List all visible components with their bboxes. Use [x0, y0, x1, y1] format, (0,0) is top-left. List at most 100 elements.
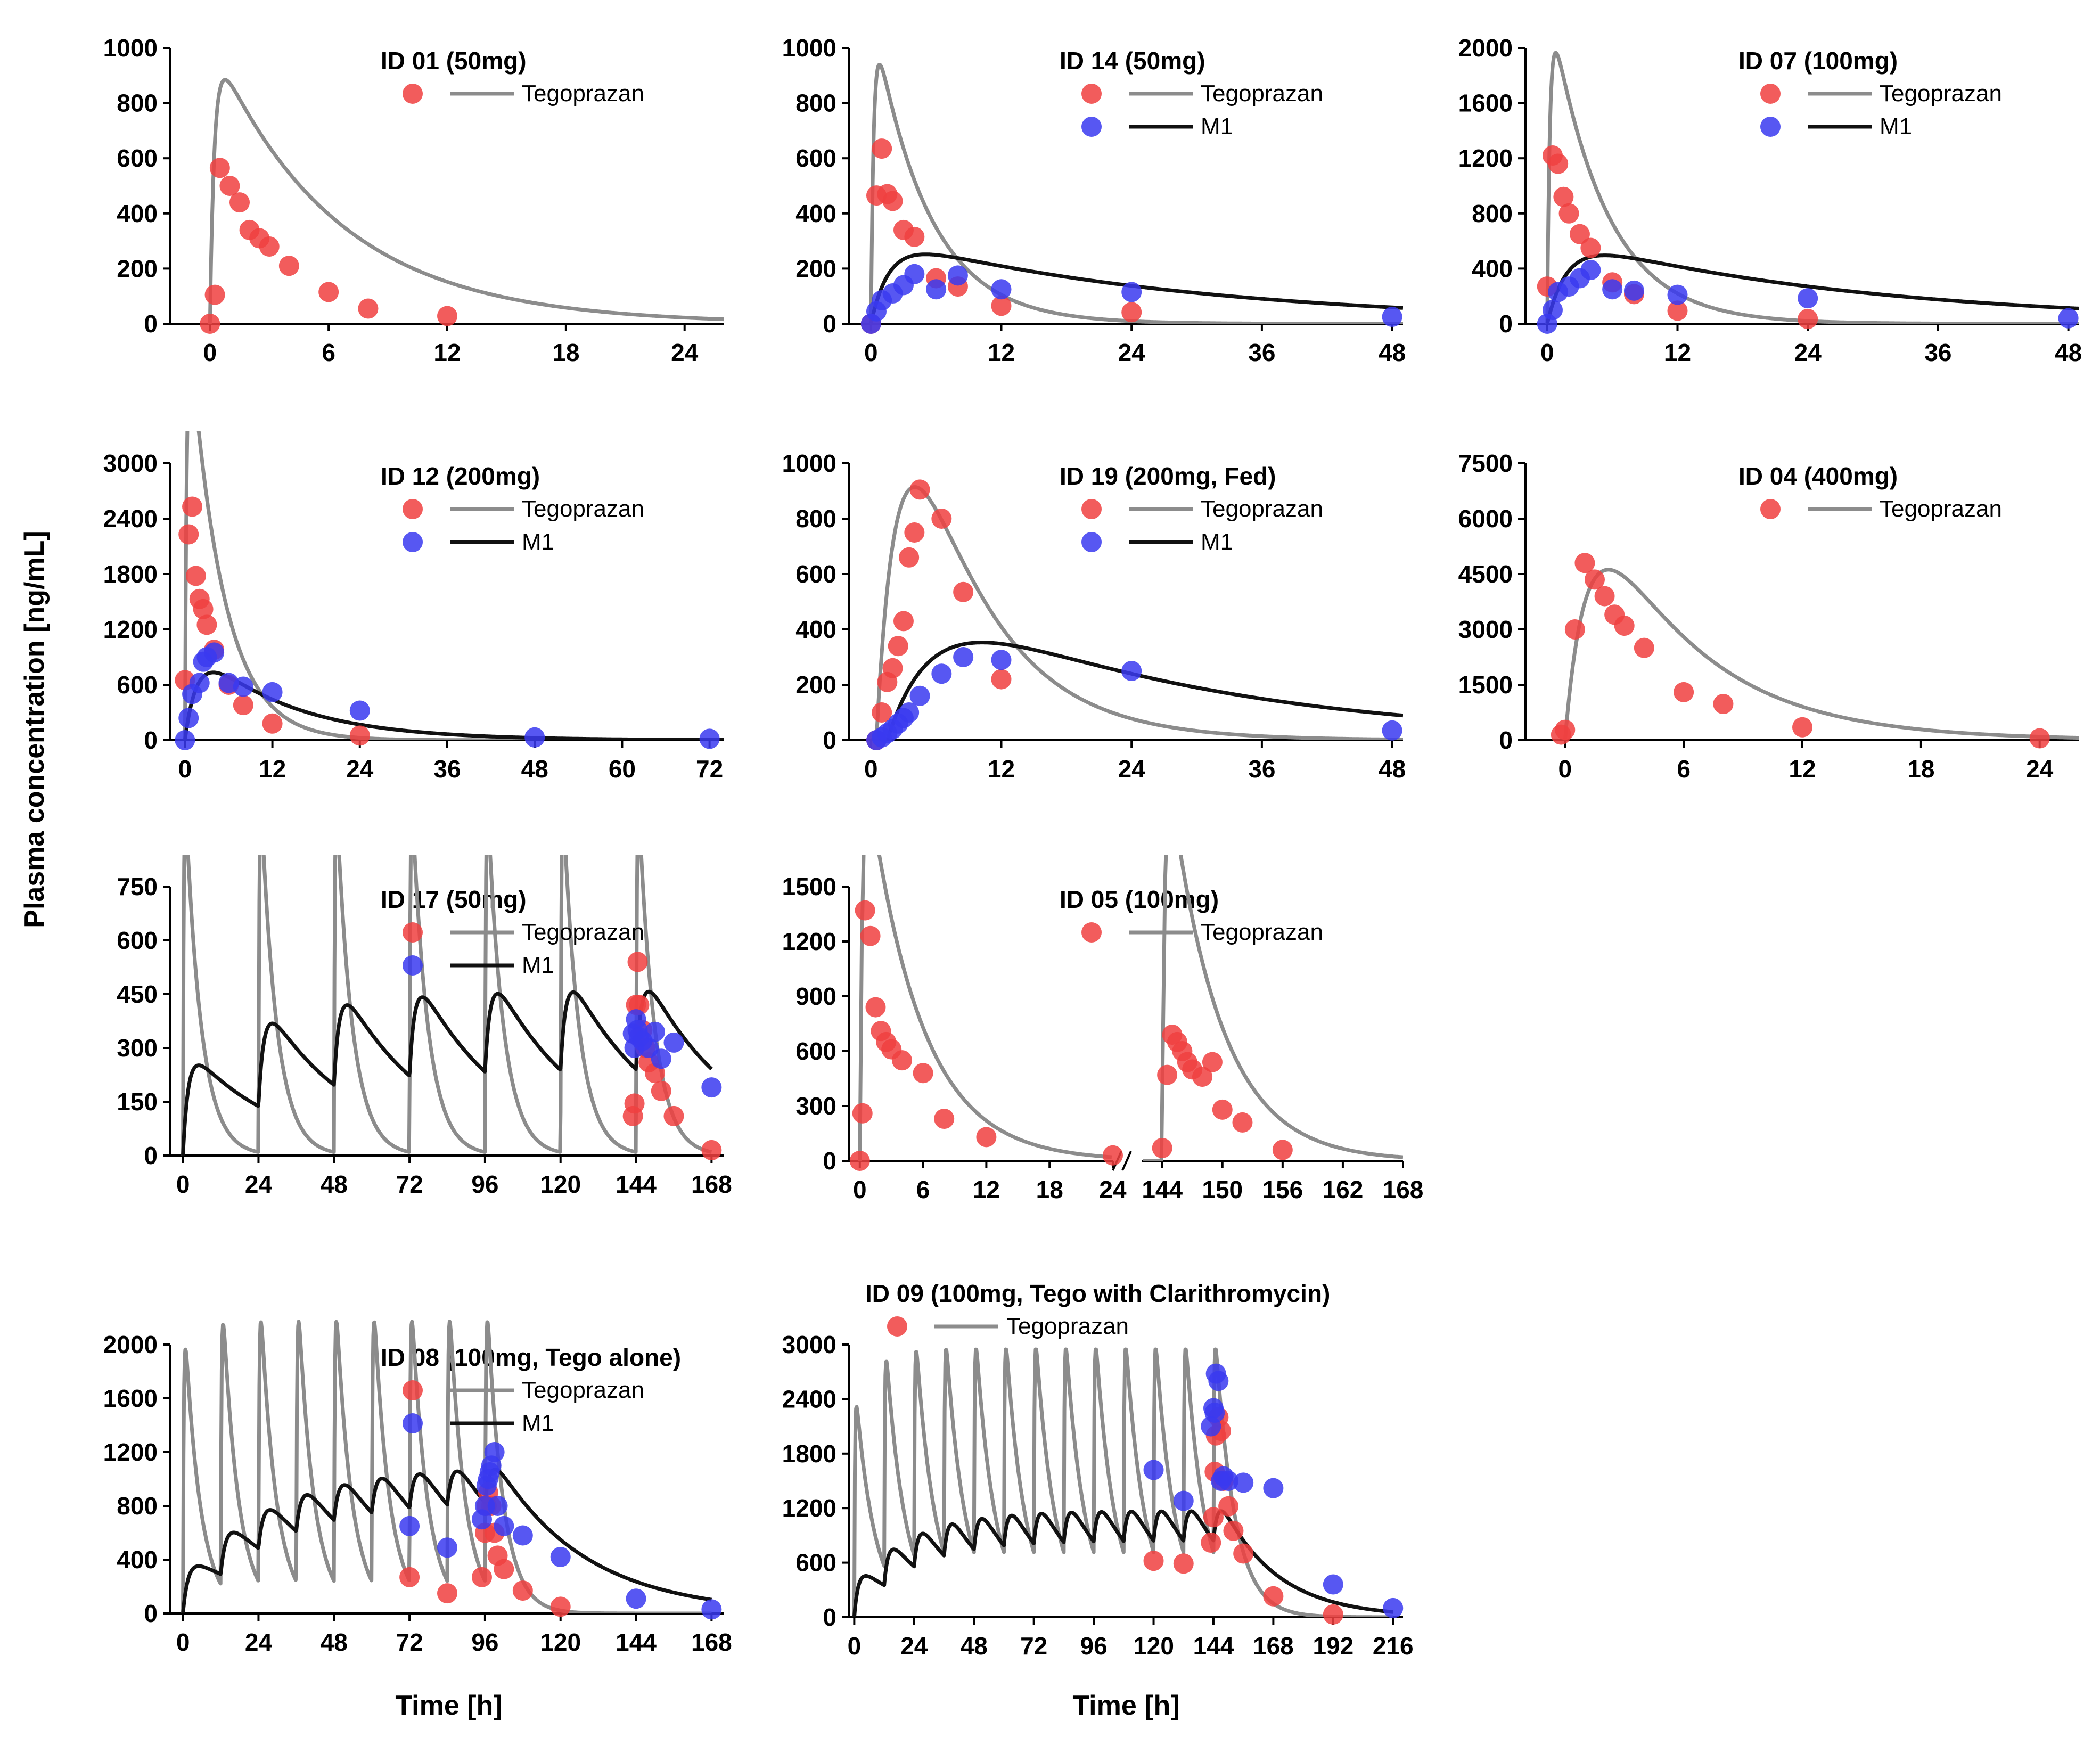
x-tick-label: 48	[1379, 339, 1406, 366]
y-tick-label: 400	[117, 200, 158, 227]
model-line-m1	[869, 641, 1403, 740]
obs-point-tegoprazan	[865, 997, 886, 1018]
obs-point-tegoprazan	[1157, 1064, 1178, 1085]
y-tick-label: 600	[117, 144, 158, 172]
y-tick-label: 0	[144, 1142, 158, 1169]
x-tick-label: 12	[988, 339, 1015, 366]
obs-point-tegoprazan	[259, 236, 280, 257]
x-tick-label: 72	[396, 1628, 423, 1656]
obs-point-tegoprazan	[1232, 1112, 1253, 1133]
x-tick-label: 144	[1193, 1632, 1234, 1660]
x-tick-label: 0	[864, 755, 878, 783]
obs-point-tegoprazan	[1272, 1140, 1293, 1160]
model-line-tegoprazan	[869, 485, 1403, 740]
y-tick-label: 2400	[103, 505, 158, 532]
obs-point-m1	[1218, 1471, 1239, 1491]
obs-point-tegoprazan	[701, 1140, 722, 1160]
x-tick-label: 12	[973, 1176, 1000, 1203]
legend-label: M1	[522, 529, 554, 555]
obs-point-m1	[1382, 307, 1402, 327]
y-tick-label: 600	[795, 1549, 836, 1577]
x-tick-label: 48	[1379, 755, 1406, 783]
x-tick-label: 48	[321, 1170, 348, 1198]
x-tick-label: 6	[916, 1176, 930, 1203]
x-tick-label: 120	[1133, 1632, 1174, 1660]
x-tick-label: 24	[671, 339, 699, 366]
obs-point-tegoprazan	[663, 1105, 684, 1126]
model-line-tegoprazan	[852, 1347, 1394, 1617]
y-tick-label: 1600	[103, 1384, 158, 1412]
y-tick-label: 400	[795, 616, 836, 643]
obs-point-tegoprazan	[1202, 1052, 1223, 1072]
obs-point-tegoprazan	[1634, 637, 1654, 658]
obs-point-tegoprazan	[909, 479, 930, 500]
y-tick-label: 600	[117, 671, 158, 699]
model-line-tegoprazan	[208, 78, 724, 324]
obs-point-m1	[349, 700, 370, 721]
legend-marker	[403, 1413, 423, 1433]
obs-point-m1	[262, 682, 283, 702]
legend-label: M1	[1880, 113, 1912, 140]
panel-p4: 0 600 1200 1800 2400 3000 0 12 24 36 48 60 72 ID 12 (…	[103, 431, 724, 783]
obs-point-tegoprazan	[882, 658, 903, 678]
y-tick-label: 1200	[782, 1494, 836, 1522]
x-tick-label: 0	[203, 339, 217, 366]
obs-point-tegoprazan	[196, 614, 217, 635]
obs-point-tegoprazan	[1223, 1520, 1244, 1541]
plot-area-p1	[208, 78, 724, 324]
x-tick-label: 36	[1248, 339, 1275, 366]
plot-area-p7	[181, 855, 713, 1156]
obs-point-tegoprazan	[1143, 1551, 1164, 1571]
obs-point-tegoprazan	[1121, 302, 1142, 323]
obs-point-m1	[550, 1546, 571, 1567]
legend-marker	[1081, 922, 1102, 943]
x-tick-label: 24	[1118, 755, 1146, 783]
panel-title: ID 01 (50mg)	[381, 47, 527, 75]
obs-point-tegoprazan	[1203, 1507, 1224, 1528]
panel-title: ID 17 (50mg)	[381, 886, 527, 913]
plot-area-p5	[869, 485, 1403, 740]
axis-break-mark	[1121, 1151, 1132, 1171]
legend-label: M1	[522, 952, 554, 978]
panel-title: ID 05 (100mg)	[1060, 886, 1219, 913]
y-tick-label: 0	[144, 726, 158, 754]
y-tick-label: 600	[795, 1037, 836, 1065]
model-line-m1	[852, 1509, 1394, 1617]
y-tick-label: 300	[795, 1092, 836, 1120]
obs-point-tegoprazan	[262, 713, 283, 734]
x-tick-label: 48	[2055, 339, 2082, 366]
obs-point-tegoprazan	[318, 282, 339, 302]
panel-p7: 0 150 300 450 600 750 0 24 48 72 96 120 144 168 ID 17 …	[117, 855, 732, 1198]
obs-point-tegoprazan	[953, 581, 974, 602]
y-tick-label: 3000	[1458, 616, 1513, 643]
legend-label: Tegoprazan	[1880, 80, 2002, 106]
x-tick-label: 24	[2026, 755, 2054, 783]
x-tick-label: 72	[1020, 1632, 1047, 1660]
obs-point-tegoprazan	[2029, 728, 2050, 749]
obs-point-tegoprazan	[349, 725, 370, 746]
obs-point-tegoprazan	[1574, 553, 1595, 573]
x-tick-label: 24	[346, 755, 374, 783]
x-tick-label: 12	[1664, 339, 1691, 366]
obs-point-tegoprazan	[278, 256, 299, 276]
legend-label: Tegoprazan	[1201, 80, 1323, 106]
obs-point-tegoprazan	[872, 138, 892, 159]
obs-point-tegoprazan	[494, 1559, 514, 1579]
x-tick-label: 24	[1099, 1176, 1127, 1203]
plot-area-p6	[1563, 568, 2079, 740]
obs-point-tegoprazan	[1323, 1604, 1343, 1625]
model-line-m1	[181, 1468, 713, 1613]
y-tick-label: 600	[795, 560, 836, 588]
obs-point-tegoprazan	[1713, 694, 1734, 715]
legend-label: Tegoprazan	[1880, 496, 2002, 522]
legend-label: Tegoprazan	[522, 496, 644, 522]
obs-point-m1	[1798, 288, 1818, 309]
legend-marker	[887, 1316, 907, 1337]
obs-point-tegoprazan	[358, 298, 379, 319]
x-tick-label: 150	[1202, 1176, 1243, 1203]
obs-point-tegoprazan	[233, 695, 253, 716]
y-tick-label: 1800	[103, 560, 158, 588]
x-tick-label: 48	[961, 1632, 988, 1660]
y-tick-label: 600	[117, 927, 158, 954]
obs-point-m1	[189, 673, 210, 693]
